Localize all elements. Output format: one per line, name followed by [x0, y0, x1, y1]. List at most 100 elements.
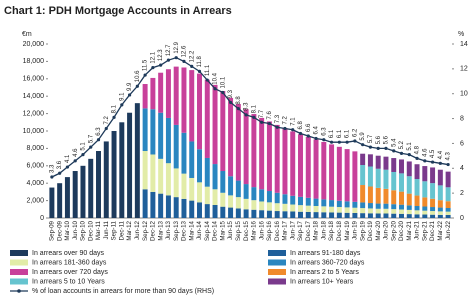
- bar-segment: [399, 173, 404, 192]
- bar-segment: [445, 187, 451, 202]
- value-label: 11.8: [197, 55, 203, 67]
- bar-segment: [251, 209, 257, 218]
- bar-segment: [158, 158, 164, 194]
- bar-segment: [181, 198, 187, 218]
- bar-segment: [197, 202, 202, 218]
- value-label: 4.1: [65, 154, 71, 163]
- bar-segment: [235, 104, 241, 181]
- y-tick-label: 6,000: [26, 163, 44, 170]
- bar-segment: [142, 84, 148, 109]
- bar-segment: [298, 205, 303, 212]
- bar-segment: [422, 206, 428, 211]
- bar-segment: [290, 211, 296, 218]
- bar-segment: [251, 200, 257, 210]
- value-label: 9.1: [119, 92, 125, 101]
- y-tick-label: 16,000: [23, 76, 45, 83]
- bar-segment: [445, 211, 451, 215]
- bar-segment: [375, 203, 381, 209]
- line-marker: [353, 139, 357, 143]
- legend-swatch: [268, 278, 286, 285]
- line-marker: [120, 103, 124, 107]
- bar-segment: [344, 207, 350, 213]
- bar-segment: [329, 212, 335, 218]
- value-label: 4.3: [446, 152, 452, 161]
- legend-swatch: [268, 250, 286, 256]
- y2-tick-label: 14: [460, 41, 468, 48]
- legend-label: In arrears over 720 days: [32, 269, 108, 276]
- line-marker: [127, 93, 132, 97]
- bar-segment: [422, 210, 428, 215]
- x-tick-label: Sep-12: [142, 220, 149, 241]
- legend-swatch: [10, 269, 28, 275]
- value-label: 6.1: [345, 129, 351, 138]
- bar-segment: [367, 208, 373, 214]
- value-label: 9.9: [127, 82, 133, 91]
- bar-segment: [64, 177, 70, 218]
- value-label: 5.4: [391, 138, 397, 147]
- bar-segment: [266, 121, 272, 192]
- bar-segment: [142, 151, 148, 190]
- line-marker: [275, 125, 279, 129]
- line-marker: [182, 59, 186, 64]
- value-label: 6.6: [306, 123, 312, 132]
- bar-segment: [189, 141, 195, 178]
- bar-segment: [375, 213, 381, 218]
- legend-swatch: [10, 250, 28, 256]
- bar-segment: [127, 112, 133, 218]
- bar-segment: [88, 158, 94, 218]
- bar-segment: [344, 212, 350, 218]
- bar-segment: [173, 197, 179, 218]
- bar-segment: [445, 201, 451, 208]
- line-marker: [252, 115, 256, 119]
- x-tick-label: Mar-15: [219, 220, 226, 240]
- bar-segment: [235, 208, 241, 218]
- legend-label: % of loan accounts in arrears for more t…: [32, 288, 214, 295]
- line-marker: [368, 145, 373, 149]
- bar-segment: [406, 214, 412, 218]
- bar-segment: [49, 187, 55, 218]
- value-label: 5.9: [360, 132, 366, 141]
- bar-segment: [212, 189, 218, 205]
- x-tick-label: Jun-15: [227, 220, 234, 239]
- bar-segment: [352, 212, 358, 218]
- bar-segment: [414, 179, 420, 196]
- bar-segment: [383, 203, 389, 209]
- x-tick-label: Sep-17: [297, 220, 304, 241]
- x-tick-label: Mar-20: [375, 220, 382, 240]
- bar-segment: [445, 214, 451, 218]
- y2-tick-label: 4: [460, 165, 464, 172]
- bar-segment: [375, 168, 381, 188]
- x-tick-label: Mar-10: [64, 220, 71, 240]
- x-tick-label: Sep-21: [421, 220, 428, 241]
- value-label: 8.1: [251, 104, 257, 113]
- bar-segment: [150, 154, 156, 192]
- value-label: 8.8: [236, 96, 242, 105]
- line-marker: [96, 138, 101, 142]
- line-marker: [423, 159, 427, 163]
- bar-segment: [321, 141, 327, 200]
- value-label: 6.1: [337, 129, 343, 138]
- bar-segment: [313, 212, 319, 218]
- bar-segment: [399, 209, 404, 214]
- y2-tick-label: 12: [460, 66, 468, 73]
- line-marker: [407, 153, 411, 157]
- x-tick-label: Mar-18: [313, 220, 320, 240]
- line: [51, 56, 449, 178]
- bar-segment: [406, 176, 412, 194]
- bar-segment: [259, 201, 265, 211]
- y2-tick-label: 10: [460, 91, 468, 98]
- bar-segment: [321, 199, 327, 207]
- bar-segment: [243, 109, 249, 185]
- bar-segment: [204, 204, 210, 218]
- legend-label: In arrears 91-180 days: [290, 250, 361, 257]
- x-tick-label: Dec-19: [367, 220, 374, 241]
- bar-segment: [274, 192, 280, 204]
- bar-segment: [220, 206, 226, 218]
- x-tick-label: Sep-13: [173, 220, 180, 241]
- bar-segment: [197, 149, 202, 183]
- bar-segment: [204, 79, 210, 158]
- bar-segment: [96, 151, 101, 218]
- bar-segment: [266, 210, 272, 218]
- x-tick-label: Mar-16: [251, 220, 258, 240]
- y-tick-label: 4,000: [26, 180, 44, 187]
